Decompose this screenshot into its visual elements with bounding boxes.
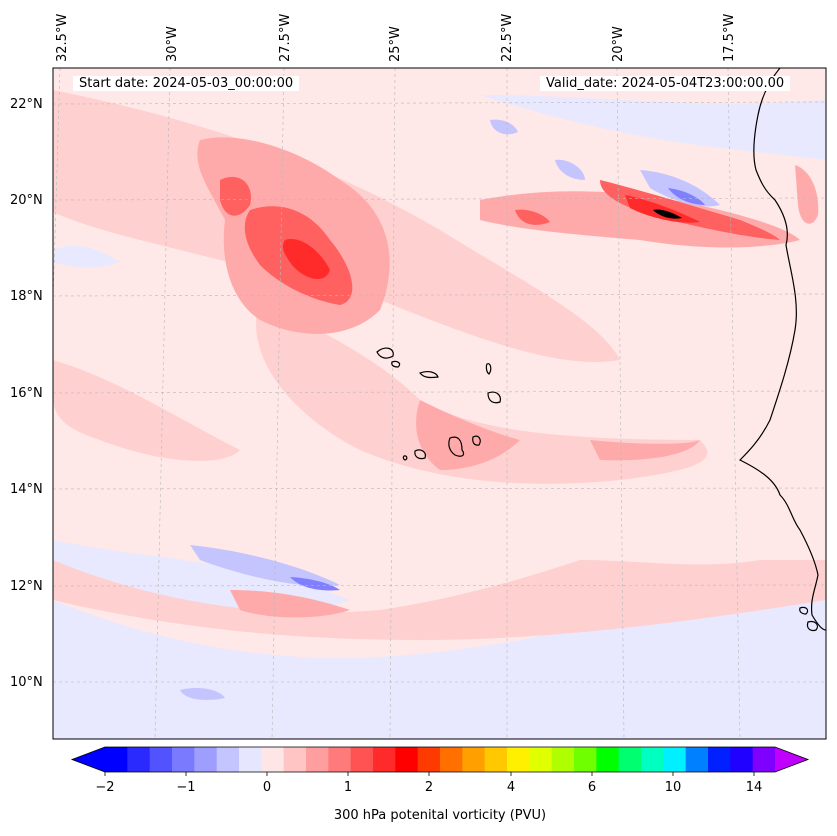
africa-coastline	[738, 68, 826, 631]
colorbar-tick: −2	[95, 780, 115, 795]
pv-strong-negative-areas	[290, 188, 705, 591]
colorbar-swatch	[641, 747, 664, 772]
lon-label: 32.5°W	[55, 13, 70, 62]
valid-date-label: Valid_date: 2024-05-04T23:00:00.00	[540, 76, 791, 91]
lat-label: 16°N	[10, 386, 43, 401]
colorbar-swatch	[462, 747, 486, 772]
graticule	[53, 68, 826, 739]
lon-label: 30°W	[165, 26, 180, 62]
colorbar-swatch	[216, 747, 240, 772]
colorbar-swatch	[574, 747, 597, 772]
colorbar-swatch	[127, 747, 151, 772]
colorbar-swatch	[350, 747, 374, 772]
lat-label: 18°N	[10, 289, 43, 304]
map-frame	[52, 67, 827, 740]
lon-label: 27.5°W	[278, 13, 293, 62]
lon-label: 22.5°W	[500, 13, 515, 62]
colorbar-swatch	[440, 747, 463, 772]
colorbar-label: 300 hPa potenital vorticity (PVU)	[333, 808, 547, 823]
colorbar-swatch	[194, 747, 218, 772]
colorbar-swatch	[596, 747, 620, 772]
colorbar-swatch	[529, 747, 553, 772]
lat-label: 22°N	[10, 97, 43, 112]
colorbar-swatch	[283, 747, 307, 772]
pv-extreme-core	[653, 209, 682, 219]
lat-label: 10°N	[10, 675, 43, 690]
colorbar-swatch	[239, 747, 262, 772]
colorbar	[70, 746, 810, 776]
colorbar-swatch	[708, 747, 731, 772]
colorbar-tick: 4	[506, 780, 516, 795]
lon-label: 17.5°W	[722, 13, 737, 62]
colorbar-swatch	[551, 747, 575, 772]
colorbar-extend-high	[775, 747, 808, 772]
pv-field	[53, 68, 826, 739]
bijagos-islands	[799, 606, 819, 632]
start-date-label: Start date: 2024-05-03_00:00:00	[73, 76, 300, 91]
lon-label: 20°W	[611, 26, 626, 62]
colorbar-swatch	[105, 747, 128, 772]
colorbar-tick: 6	[587, 780, 597, 795]
colorbar-swatch	[172, 747, 195, 772]
colorbar-swatch	[328, 747, 352, 772]
cape-verde-islands	[376, 347, 501, 461]
colorbar-swatch	[663, 747, 687, 772]
colorbar-tick: −1	[176, 780, 196, 795]
pv-peak-positive-areas	[282, 195, 700, 280]
colorbar-swatch	[752, 747, 776, 772]
colorbar-extend-low	[72, 747, 105, 772]
lat-label: 14°N	[10, 482, 43, 497]
colorbar-tick: 14	[745, 780, 763, 795]
colorbar-swatch	[417, 747, 441, 772]
colorbar-tick: 0	[262, 780, 272, 795]
colorbar-swatch	[261, 747, 285, 772]
colorbar-tick: 1	[343, 780, 353, 795]
colorbar-tick: 10	[664, 780, 682, 795]
colorbar-swatch	[306, 747, 329, 772]
lat-label: 12°N	[10, 579, 43, 594]
lon-label: 25°W	[388, 26, 403, 62]
colorbar-swatch	[373, 747, 396, 772]
colorbar-swatch	[484, 747, 508, 772]
colorbar-swatch	[395, 747, 419, 772]
colorbar-swatch	[618, 747, 642, 772]
colorbar-tick: 2	[424, 780, 434, 795]
pv-moderate-negative-areas	[180, 119, 720, 700]
colorbar-swatch	[149, 747, 173, 772]
colorbar-swatch	[507, 747, 530, 772]
lat-label: 20°N	[10, 193, 43, 208]
colorbar-swatch	[730, 747, 754, 772]
colorbar-swatch	[685, 747, 709, 772]
